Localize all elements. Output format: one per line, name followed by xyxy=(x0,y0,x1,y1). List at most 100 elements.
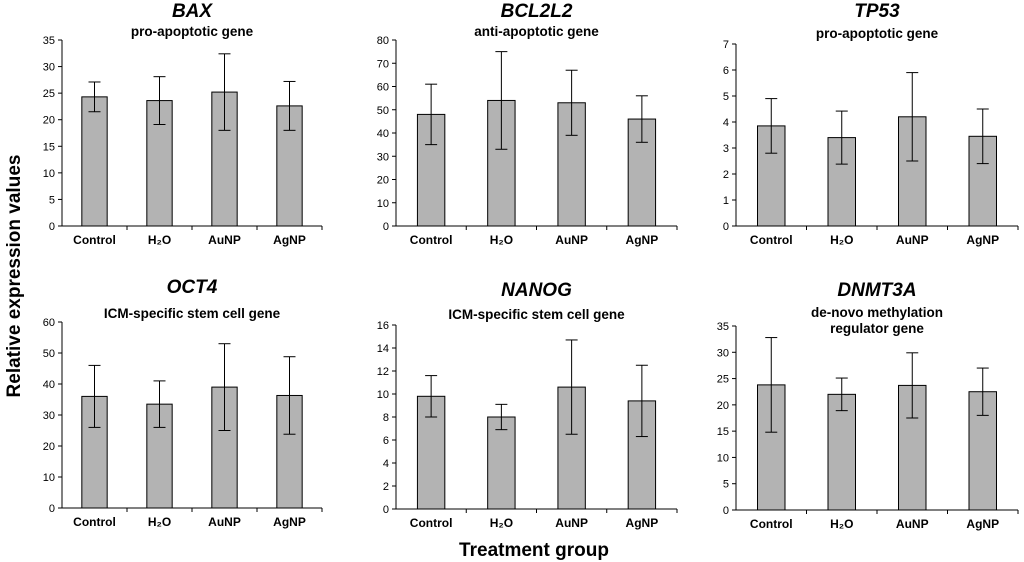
chart-subtitle: ICM-specific stem cell gene xyxy=(448,307,625,322)
chart-title: BCL2L2 xyxy=(501,1,573,22)
x-category-label: Control xyxy=(410,516,453,530)
y-tick-label: 20 xyxy=(717,400,729,412)
chart-tp53: TP53 pro-apoptotic gene 0 1 2 3 4 5 6 7 Control H₂O… xyxy=(723,1,1019,247)
y-tick-label: 2 xyxy=(383,481,389,493)
y-tick-label: 14 xyxy=(377,343,389,355)
chart-subtitle: pro-apoptotic gene xyxy=(131,24,254,39)
y-tick-label: 70 xyxy=(377,58,389,70)
y-tick-label: 20 xyxy=(43,115,55,127)
y-axis-title: Relative expression values xyxy=(4,155,25,398)
x-category-label: H₂O xyxy=(830,517,853,531)
bar-aunp xyxy=(557,386,586,510)
chart-title: BAX xyxy=(172,1,213,22)
y-tick-label: 5 xyxy=(49,194,55,206)
x-category-label: Control xyxy=(73,233,116,247)
chart-oct4: OCT4 ICM-specific stem cell gene 0 10 20 30 40… xyxy=(43,277,323,529)
y-tick-label: 25 xyxy=(43,88,55,100)
bar-h2o xyxy=(827,393,856,511)
x-category-label: Control xyxy=(750,517,793,531)
y-tick-label: 7 xyxy=(723,39,729,51)
y-tick-label: 80 xyxy=(377,35,389,47)
x-category-label: AgNP xyxy=(626,516,659,530)
y-tick-label: 10 xyxy=(377,198,389,210)
y-tick-label: 10 xyxy=(717,452,729,464)
chart-title: TP53 xyxy=(854,1,900,22)
y-tick-label: 0 xyxy=(49,221,55,233)
chart-subtitle: pro-apoptotic gene xyxy=(816,26,939,41)
x-category-label: AgNP xyxy=(273,515,306,529)
x-category-label: AgNP xyxy=(626,233,659,247)
y-tick-label: 0 xyxy=(723,505,729,517)
y-tick-label: 35 xyxy=(43,35,55,47)
chart-bcl2l2: BCL2L2 anti-apoptotic gene 0 10 20 30 40 50 60 70… xyxy=(377,1,678,247)
x-axis-title: Treatment group xyxy=(459,540,609,561)
y-tick-label: 40 xyxy=(377,128,389,140)
y-tick-label: 60 xyxy=(377,82,389,94)
x-category-label: AgNP xyxy=(966,233,999,247)
bar-agnp xyxy=(627,400,657,510)
x-category-label: AuNP xyxy=(555,516,588,530)
chart-title: DNMT3A xyxy=(837,280,916,301)
y-tick-label: 50 xyxy=(377,105,389,117)
y-tick-label: 30 xyxy=(377,151,389,163)
x-category-label: AgNP xyxy=(966,517,999,531)
chart-bax: BAX pro-apoptotic gene 0 5 10 15 20 25 30 35 Contr… xyxy=(43,1,323,247)
chart-subtitle: ICM-specific stem cell gene xyxy=(104,306,281,321)
y-tick-label: 0 xyxy=(49,503,55,515)
y-tick-label: 20 xyxy=(43,441,55,453)
y-tick-label: 1 xyxy=(723,195,729,207)
y-tick-label: 5 xyxy=(723,479,729,491)
x-category-label: H₂O xyxy=(490,516,513,530)
y-tick-label: 4 xyxy=(723,117,729,129)
y-tick-label: 50 xyxy=(43,348,55,360)
x-category-label: H₂O xyxy=(490,233,513,247)
y-tick-label: 0 xyxy=(383,221,389,233)
x-category-label: Control xyxy=(410,233,453,247)
x-category-label: AuNP xyxy=(555,233,588,247)
x-category-label: H₂O xyxy=(148,233,171,247)
y-tick-label: 15 xyxy=(43,141,55,153)
x-category-label: AuNP xyxy=(896,517,929,531)
bar-control xyxy=(81,96,108,227)
chart-subtitle: regulator gene xyxy=(830,321,924,336)
y-tick-label: 10 xyxy=(43,168,55,180)
y-tick-label: 35 xyxy=(717,321,729,333)
x-category-label: H₂O xyxy=(148,515,171,529)
y-tick-label: 60 xyxy=(43,317,55,329)
x-category-label: AuNP xyxy=(208,515,241,529)
chart-title: OCT4 xyxy=(167,277,218,298)
y-tick-label: 0 xyxy=(383,504,389,516)
y-tick-label: 20 xyxy=(377,175,389,187)
y-tick-label: 15 xyxy=(717,426,729,438)
y-tick-label: 12 xyxy=(377,366,389,378)
x-category-label: H₂O xyxy=(830,233,853,247)
x-category-label: Control xyxy=(73,515,116,529)
y-tick-label: 10 xyxy=(43,472,55,484)
x-category-label: Control xyxy=(750,233,793,247)
x-category-label: AgNP xyxy=(273,233,306,247)
y-tick-label: 3 xyxy=(723,143,729,155)
y-tick-label: 5 xyxy=(723,91,729,103)
y-tick-label: 25 xyxy=(717,374,729,386)
chart-subtitle: de-novo methylation xyxy=(811,305,943,320)
y-tick-label: 30 xyxy=(43,410,55,422)
y-tick-label: 10 xyxy=(377,389,389,401)
chart-subtitle: anti-apoptotic gene xyxy=(474,24,599,39)
y-tick-label: 2 xyxy=(723,169,729,181)
x-category-label: AuNP xyxy=(896,233,929,247)
y-tick-label: 40 xyxy=(43,379,55,391)
bar-h2o xyxy=(487,416,516,510)
y-tick-label: 16 xyxy=(377,320,389,332)
y-tick-label: 30 xyxy=(43,62,55,74)
y-tick-label: 6 xyxy=(723,65,729,77)
y-tick-label: 8 xyxy=(383,412,389,424)
y-tick-label: 0 xyxy=(723,221,729,233)
chart-nanog: NANOG ICM-specific stem cell gene 0 2 4 6 8 10 1… xyxy=(377,280,678,530)
y-tick-label: 6 xyxy=(383,435,389,447)
x-category-label: AuNP xyxy=(208,233,241,247)
y-tick-label: 30 xyxy=(717,347,729,359)
chart-title: NANOG xyxy=(501,280,572,301)
